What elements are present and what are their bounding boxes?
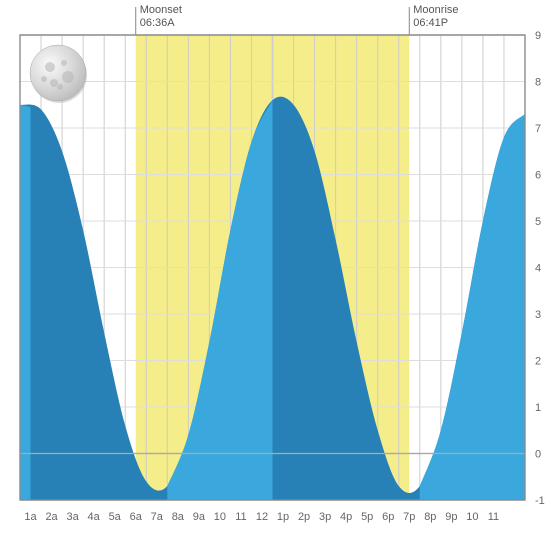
x-tick-label: 1p: [277, 511, 289, 523]
y-tick-label: 7: [535, 123, 541, 135]
y-tick-label: 1: [535, 402, 541, 414]
x-tick-label: 10: [214, 511, 226, 523]
y-tick-label: 2: [535, 356, 541, 368]
tide-area-light-edge: [20, 105, 31, 500]
tide-chart: -10123456789Moonset06:36AMoonrise06:41P1…: [0, 0, 550, 550]
x-tick-label: 4p: [340, 511, 352, 523]
x-tick-label: 3a: [66, 511, 79, 523]
x-tick-label: 5a: [109, 511, 122, 523]
tide-area-light: [420, 114, 525, 500]
y-tick-label: 3: [535, 309, 541, 321]
x-tick-label: 2p: [298, 511, 310, 523]
moon-icon: [30, 45, 87, 103]
x-tick-label: 12: [256, 511, 268, 523]
x-tick-label: 6a: [130, 511, 143, 523]
x-tick-label: 11: [235, 511, 246, 523]
moonrise-time: 06:41P: [413, 17, 448, 29]
x-tick-label: 11: [488, 511, 499, 523]
x-tick-label: 8a: [172, 511, 185, 523]
y-tick-label: 8: [535, 77, 541, 89]
y-tick-label: -1: [535, 495, 545, 507]
chart-svg: -10123456789Moonset06:36AMoonrise06:41P1…: [0, 0, 550, 550]
y-tick-label: 0: [535, 449, 541, 461]
x-tick-label: 4a: [88, 511, 101, 523]
x-tick-label: 10: [466, 511, 478, 523]
y-tick-label: 9: [535, 30, 541, 42]
x-tick-label: 6p: [382, 511, 394, 523]
x-tick-label: 5p: [361, 511, 373, 523]
y-tick-label: 4: [535, 263, 541, 275]
x-tick-label: 3p: [319, 511, 331, 523]
moonset-time: 06:36A: [140, 17, 176, 29]
x-tick-label: 8p: [424, 511, 436, 523]
y-tick-label: 6: [535, 170, 541, 182]
x-tick-label: 9p: [445, 511, 457, 523]
moonrise-label: Moonrise: [413, 4, 458, 16]
x-tick-label: 7p: [403, 511, 415, 523]
x-tick-label: 2a: [45, 511, 58, 523]
moonset-label: Moonset: [140, 4, 182, 16]
x-tick-label: 9a: [193, 511, 206, 523]
x-tick-label: 7a: [151, 511, 164, 523]
y-tick-label: 5: [535, 216, 541, 228]
x-tick-label: 1a: [24, 511, 37, 523]
